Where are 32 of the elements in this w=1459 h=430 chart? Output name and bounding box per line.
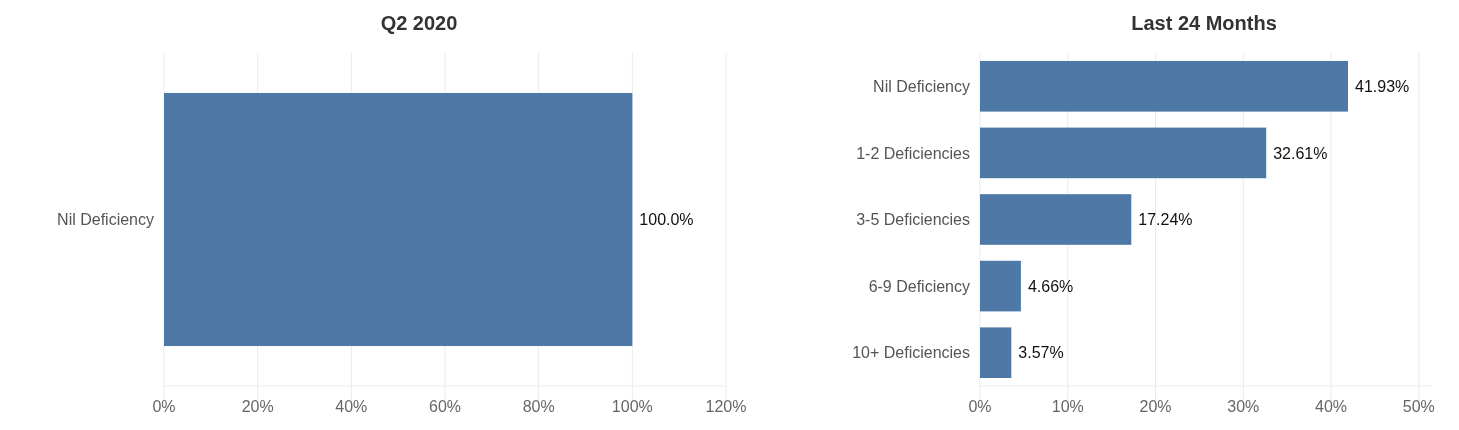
data-label: 3.57% — [1018, 344, 1064, 362]
y-tick-label: Nil Deficiency — [873, 77, 970, 95]
x-tick-label: 40% — [335, 398, 368, 415]
x-tick-label: 0% — [968, 398, 992, 415]
x-tick-label: 80% — [522, 398, 555, 415]
chart-title: Q2 2020 — [380, 12, 458, 34]
y-tick-label: 6-9 Deficiency — [868, 277, 970, 295]
x-tick-label: 0% — [152, 398, 176, 415]
bar — [980, 327, 1012, 379]
bar — [980, 127, 1267, 179]
x-tick-label: 20% — [1139, 398, 1172, 415]
bar — [980, 194, 1132, 245]
x-tick-label: 100% — [611, 398, 653, 415]
y-tick-label: Nil Deficiency — [57, 211, 154, 229]
x-tick-label: 10% — [1051, 398, 1084, 415]
bar — [980, 60, 1349, 112]
data-label: 17.24% — [1138, 211, 1193, 229]
x-tick-label: 30% — [1227, 398, 1260, 415]
data-label: 41.93% — [1355, 77, 1410, 95]
y-tick-label: 3-5 Deficiencies — [856, 211, 970, 229]
data-label: 100.0% — [639, 211, 694, 229]
y-tick-label: 1-2 Deficiencies — [856, 144, 970, 162]
y-tick-label: 10+ Deficiencies — [852, 344, 970, 362]
bar — [980, 260, 1021, 312]
x-tick-label: 20% — [241, 398, 274, 415]
x-tick-label: 50% — [1402, 398, 1435, 415]
x-tick-label: 40% — [1315, 398, 1348, 415]
x-tick-label: 60% — [428, 398, 462, 415]
data-label: 4.66% — [1027, 277, 1074, 295]
x-tick-label: 120% — [705, 398, 747, 415]
chart-title: Last 24 Months — [1131, 12, 1277, 34]
data-label: 32.61% — [1273, 144, 1328, 162]
